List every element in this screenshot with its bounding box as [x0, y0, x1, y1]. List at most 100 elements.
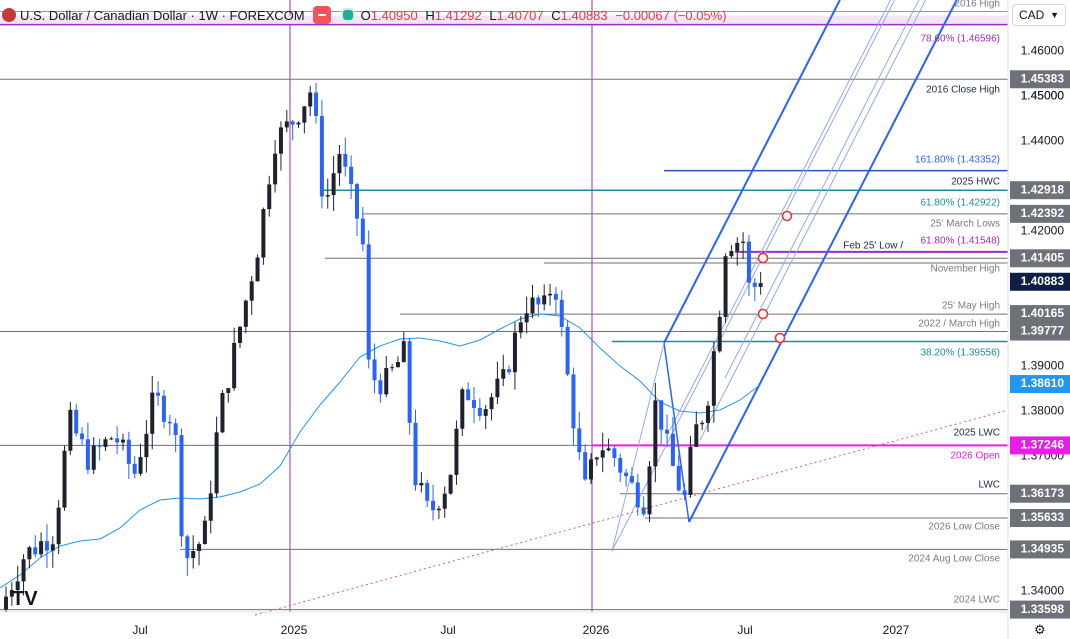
- candle: [390, 364, 395, 372]
- currency-label: CAD: [1019, 8, 1045, 22]
- candle-body: [571, 374, 576, 429]
- candle-body: [752, 282, 757, 287]
- candle-body: [466, 389, 471, 401]
- candle-body: [278, 127, 283, 154]
- candle: [33, 535, 38, 558]
- level-annotation: 25' March Lows: [930, 219, 1000, 230]
- level-annotation: 2016 Close High: [926, 85, 1000, 96]
- alert-icon[interactable]: [312, 6, 331, 24]
- candle-body: [448, 474, 453, 494]
- level-annotation: 38.20% (1.39556): [920, 348, 1000, 359]
- candle: [126, 431, 131, 479]
- candle: [226, 387, 231, 403]
- candle: [91, 437, 96, 475]
- candle: [577, 411, 582, 461]
- candle: [331, 155, 336, 211]
- candle-body: [273, 153, 278, 185]
- candle: [688, 436, 693, 498]
- candle-body: [208, 493, 213, 521]
- candle: [512, 322, 517, 390]
- candle-body: [501, 369, 506, 379]
- time-tick-label: Jul: [737, 623, 752, 637]
- price-label-box: [1010, 509, 1070, 528]
- candle-body: [80, 433, 85, 440]
- level-annotation: 78.60% (1.46596): [920, 34, 1000, 45]
- candle: [80, 427, 85, 446]
- candle-body: [62, 450, 67, 508]
- candle: [612, 445, 617, 467]
- candle-body: [706, 405, 710, 423]
- candle-body: [290, 121, 295, 125]
- candle-body: [594, 457, 599, 460]
- candle-body: [518, 322, 523, 333]
- candle: [419, 472, 424, 493]
- candle-body: [553, 293, 558, 300]
- price-tick-label: 1.46000: [1021, 44, 1065, 58]
- candle: [466, 382, 471, 401]
- candle-body: [138, 457, 143, 474]
- time-axis: Jul 2025 Jul 2026 Jul 2027: [0, 611, 1008, 637]
- time-tick-label: Jul: [440, 623, 455, 637]
- candle-body: [559, 299, 564, 327]
- candle-body: [641, 507, 646, 515]
- candle: [624, 468, 629, 487]
- candle-body: [360, 218, 365, 245]
- high-value: 1.41292: [434, 7, 482, 23]
- price-label: 1.36173: [1021, 486, 1065, 500]
- candle-body: [472, 400, 476, 408]
- candle: [238, 325, 242, 348]
- candle-body: [512, 332, 517, 373]
- candle-body: [74, 409, 79, 434]
- candle-body: [676, 465, 681, 491]
- candle-body: [741, 241, 746, 243]
- candle-body: [56, 507, 61, 545]
- candle-body: [606, 448, 611, 451]
- low-value: 1.40707: [496, 7, 544, 23]
- candle-body: [653, 400, 658, 467]
- candle-body: [746, 241, 751, 283]
- candle-body: [366, 244, 371, 360]
- symbol-title[interactable]: U.S. Dollar / Canadian Dollar · 1W · FOR…: [20, 7, 305, 23]
- candle: [589, 453, 593, 484]
- change-value: −0.00067 (−0.05%): [615, 7, 727, 23]
- candle: [431, 484, 436, 521]
- candle-body: [530, 297, 535, 314]
- candle: [548, 283, 553, 306]
- candle-body: [378, 380, 383, 395]
- currency-selector[interactable]: CAD ▼: [1012, 4, 1066, 26]
- settings-icon[interactable]: ⚙: [1034, 622, 1046, 637]
- pitchfork-median: [724, 0, 920, 379]
- candle: [395, 356, 400, 368]
- level-annotation: 25' May High: [942, 301, 1000, 312]
- candle-body: [425, 482, 430, 501]
- candle: [97, 438, 102, 461]
- candle: [425, 479, 430, 508]
- candle: [518, 316, 523, 339]
- candle-body: [390, 367, 395, 369]
- candle: [483, 404, 488, 430]
- time-tick-label: 2025: [281, 623, 308, 637]
- candle: [711, 341, 716, 423]
- price-label-box: [1010, 249, 1070, 268]
- candles: [4, 83, 763, 612]
- candle-body: [355, 184, 359, 219]
- candle-body: [372, 359, 377, 381]
- candle: [4, 586, 8, 612]
- candle: [50, 536, 55, 568]
- price-label-box: [1010, 436, 1070, 455]
- moving-average-line: [0, 313, 761, 589]
- candle-body: [197, 544, 202, 551]
- candle: [700, 420, 705, 431]
- price-label: 1.42392: [1021, 206, 1065, 220]
- candle: [542, 284, 547, 311]
- candle: [267, 175, 272, 217]
- candle: [682, 483, 687, 501]
- level-annotation: November High: [931, 264, 1000, 275]
- candle-body: [729, 250, 734, 257]
- candle-body: [659, 400, 664, 430]
- candle: [150, 375, 155, 450]
- candle-body: [15, 581, 20, 591]
- candle-body: [261, 209, 266, 258]
